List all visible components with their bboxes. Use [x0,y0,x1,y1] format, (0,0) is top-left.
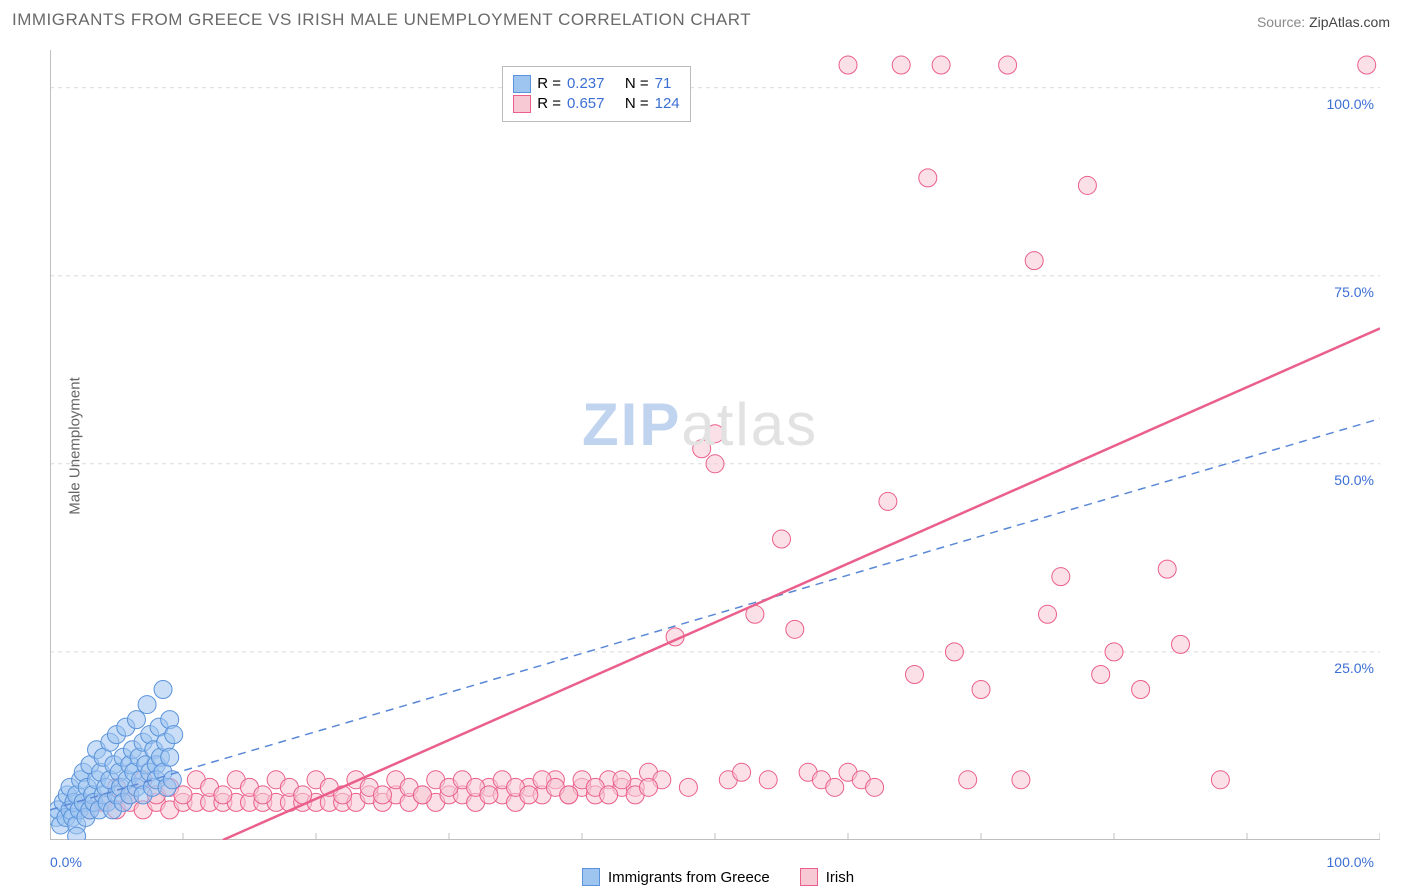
x-tick-label: 0.0% [50,854,82,870]
source-value: ZipAtlas.com [1309,14,1390,30]
n-value: 124 [655,95,680,112]
r-label: R = [537,75,561,92]
n-label: N = [625,95,649,112]
legend-item: Immigrants from Greece [582,868,770,886]
y-tick-label: 25.0% [1334,660,1374,676]
scatter-svg [50,50,1380,840]
legend-bottom: Immigrants from Greece Irish [582,868,854,886]
swatch-pink [800,868,818,886]
source-label: Source: [1257,14,1305,30]
source-attribution: Source: ZipAtlas.com [1257,14,1390,30]
plot-area: ZIPatlas R = 0.237 N = 71 R = 0.657 N = … [50,50,1380,840]
y-tick-label: 100.0% [1327,96,1374,112]
swatch-blue [582,868,600,886]
n-value: 71 [655,75,672,92]
n-label: N = [625,75,649,92]
chart-title: IMMIGRANTS FROM GREECE VS IRISH MALE UNE… [12,10,751,30]
swatch-blue [513,75,531,93]
legend-stats-row: R = 0.237 N = 71 [513,75,679,93]
legend-label: Immigrants from Greece [608,869,770,886]
legend-stats-row: R = 0.657 N = 124 [513,95,679,113]
legend-stats-box: R = 0.237 N = 71 R = 0.657 N = 124 [502,66,690,122]
swatch-pink [513,95,531,113]
r-value: 0.237 [567,75,605,92]
y-tick-label: 75.0% [1334,284,1374,300]
x-tick-label: 100.0% [1327,854,1374,870]
legend-item: Irish [800,868,854,886]
chart-container: IMMIGRANTS FROM GREECE VS IRISH MALE UNE… [0,0,1406,892]
r-value: 0.657 [567,95,605,112]
r-label: R = [537,95,561,112]
y-tick-label: 50.0% [1334,472,1374,488]
legend-label: Irish [826,869,854,886]
